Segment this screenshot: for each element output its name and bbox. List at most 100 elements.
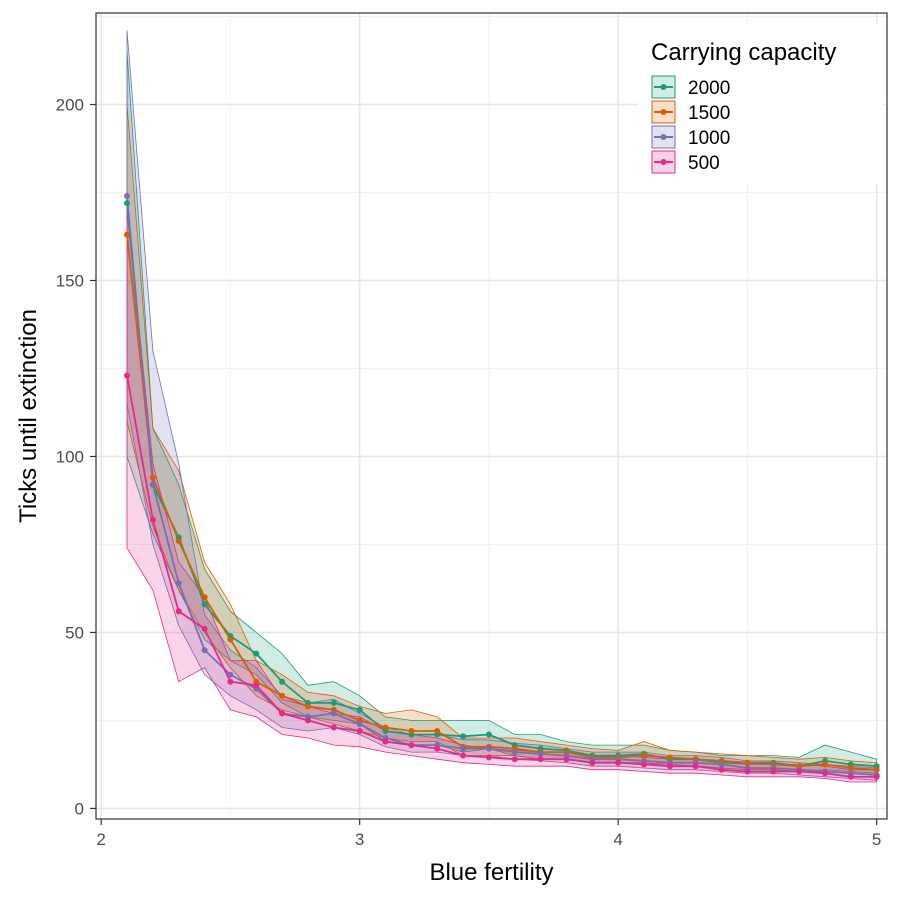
line-1000 (126, 195, 877, 776)
point-500 (485, 754, 492, 761)
point-1000 (124, 193, 130, 199)
legend-label: 1500 (688, 103, 730, 124)
x-tick-label: 4 (613, 830, 622, 849)
point-500 (796, 768, 803, 775)
point-500 (847, 773, 854, 780)
point-500 (718, 766, 725, 773)
point-500 (744, 768, 751, 775)
legend-item-500: 500 (651, 150, 720, 174)
legend-items: 2000 1500 1000 500 (651, 75, 730, 174)
line-1500 (126, 234, 877, 771)
point-500 (175, 608, 182, 615)
point-500 (770, 768, 777, 775)
legend-key-point (660, 159, 667, 165)
point-1500 (305, 703, 311, 710)
point-500 (537, 756, 544, 763)
x-axis-title: Blue fertility (429, 859, 553, 886)
point-1000 (718, 761, 725, 768)
point-2000 (460, 733, 467, 740)
point-1500 (149, 474, 156, 481)
y-tick-label: 0 (75, 799, 84, 818)
x-tick-label: 3 (355, 830, 364, 849)
point-500 (330, 724, 337, 731)
point-1500 (201, 594, 208, 601)
y-tick-label: 150 (56, 271, 84, 290)
point-500 (822, 770, 828, 777)
point-1500 (666, 754, 673, 761)
legend-background (638, 24, 883, 184)
point-1500 (382, 724, 389, 731)
point-500 (563, 756, 570, 763)
point-1500 (175, 537, 182, 544)
legend: Carrying capacity 2000 1500 1000 500 (638, 24, 883, 184)
point-1500 (641, 752, 647, 759)
point-1500 (822, 761, 828, 768)
series-lines (126, 195, 877, 778)
point-1000 (485, 745, 492, 752)
legend-item-1500: 1500 (651, 100, 730, 124)
point-1000 (460, 745, 467, 752)
point-500 (149, 516, 156, 523)
point-500 (253, 682, 260, 689)
minor-gridlines (96, 13, 887, 819)
point-2000 (279, 678, 286, 685)
point-1500 (873, 766, 880, 773)
point-500 (279, 710, 286, 717)
point-500 (692, 763, 699, 770)
y-axis-title: Ticks until extinction (15, 309, 42, 523)
legend-label: 2000 (688, 78, 730, 99)
point-500 (641, 761, 647, 768)
point-500 (408, 742, 415, 749)
x-tick-label: 2 (96, 830, 105, 849)
point-500 (382, 738, 389, 745)
point-1000 (201, 647, 208, 654)
point-1500 (124, 231, 130, 238)
point-1000 (511, 749, 518, 756)
legend-title: Carrying capacity (651, 39, 836, 66)
point-1500 (279, 692, 286, 699)
point-2000 (330, 699, 337, 706)
point-1000 (175, 580, 182, 587)
x-tick-label: 5 (872, 830, 881, 849)
point-500 (589, 759, 596, 766)
point-1000 (356, 721, 363, 727)
point-500 (227, 678, 234, 685)
legend-label: 1000 (688, 128, 730, 149)
point-2000 (485, 731, 492, 738)
y-axis: 0 50 100 150 200 (56, 96, 96, 818)
plot-panel-border (95, 12, 888, 820)
point-2000 (253, 650, 260, 657)
legend-item-1000: 1000 (651, 125, 730, 149)
series-points (124, 193, 880, 780)
point-1000 (227, 671, 234, 678)
y-tick-label: 200 (56, 96, 84, 115)
point-1500 (847, 765, 854, 771)
x-axis: 2 3 4 5 (96, 819, 881, 849)
point-1000 (537, 750, 544, 757)
point-500 (511, 756, 518, 763)
legend-key-point (660, 109, 667, 115)
point-500 (356, 728, 363, 734)
legend-label: 500 (688, 153, 720, 174)
y-tick-label: 50 (65, 623, 84, 642)
point-1500 (227, 636, 234, 643)
point-500 (460, 752, 467, 759)
point-1500 (744, 759, 751, 766)
point-500 (201, 625, 208, 632)
point-2000 (356, 706, 363, 713)
legend-key-point (660, 134, 667, 140)
legend-key-point (660, 84, 667, 90)
point-1000 (149, 481, 156, 488)
point-500 (124, 372, 130, 379)
y-tick-label: 100 (56, 447, 84, 466)
point-500 (666, 763, 673, 770)
point-1000 (330, 710, 337, 717)
point-500 (615, 759, 622, 766)
legend-item-2000: 2000 (651, 75, 730, 99)
point-500 (305, 717, 311, 724)
point-2000 (124, 200, 130, 207)
point-1500 (408, 728, 415, 734)
line-500 (126, 375, 877, 778)
point-500 (873, 773, 880, 780)
